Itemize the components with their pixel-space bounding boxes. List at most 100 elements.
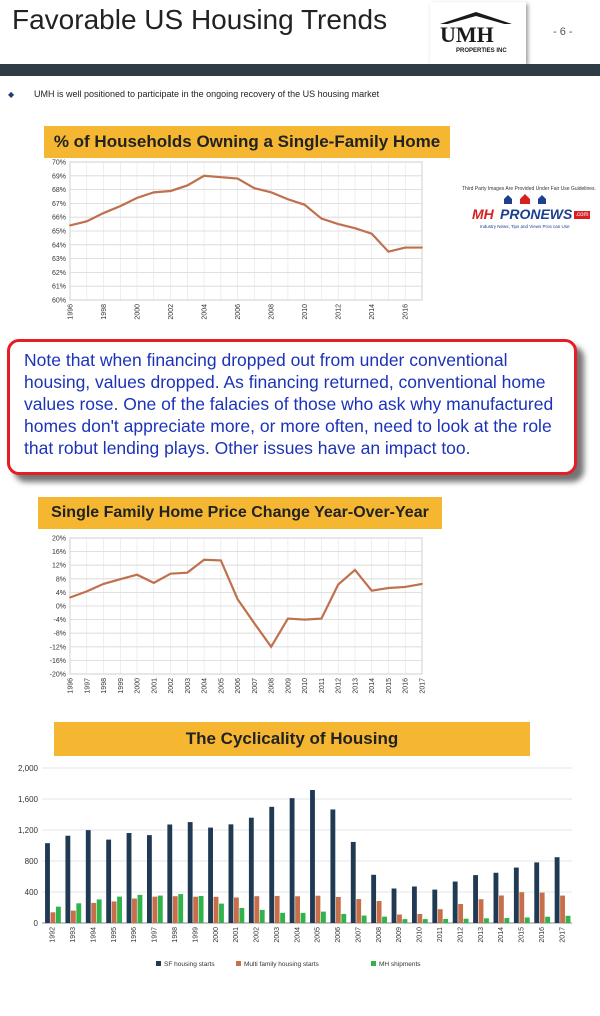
chart3-bar-sf: [65, 835, 71, 923]
umh-logo: UMH PROPERTIES INC: [430, 2, 526, 64]
chart2-y-tick-label: -20%: [50, 672, 66, 679]
chart3-x-tick-label: 1994: [90, 927, 97, 943]
chart2-point: [236, 598, 239, 601]
chart2-x-tick-label: 2016: [403, 678, 410, 694]
chart3-x-tick-label: 2015: [519, 927, 526, 943]
chart1-x-tick-label: 1998: [101, 304, 108, 320]
chart2-x-tick-label: 2003: [185, 678, 192, 694]
chart3-bar-mf: [478, 899, 484, 923]
chart2-point: [186, 571, 189, 574]
chart1-point: [354, 227, 356, 230]
chart3-bar-mf: [498, 895, 504, 923]
chart2-point: [152, 581, 155, 584]
bullet-icon: ◆: [8, 90, 15, 99]
chart2-point: [136, 573, 138, 576]
chart2-x-tick-label: 1997: [84, 678, 91, 694]
chart1-series-line: [69, 174, 422, 253]
chart2-x-tick-label: 2002: [168, 678, 175, 694]
chart2-point: [303, 618, 306, 621]
chart2-x-tick-label: 2013: [352, 678, 359, 694]
chart2-point: [337, 583, 340, 586]
chart1-x-tick-label: 2016: [403, 304, 410, 320]
mhpronews-watermark: Third Party Images Are Provided Under Fa…: [462, 186, 596, 246]
chart3-bar-mh: [96, 899, 102, 923]
chart3-bar-sf: [269, 806, 275, 923]
chart3-y-tick-label: 1,200: [18, 826, 39, 835]
chart2-point: [320, 617, 323, 620]
chart2-x-tick-label: 2012: [336, 678, 343, 694]
chart2-x-tick-label: 2009: [285, 678, 292, 694]
chart1-x-tick-label: 2012: [336, 304, 343, 320]
chart1-y-tick-label: 67%: [52, 201, 66, 208]
chart3-bar-mh: [524, 917, 530, 923]
chart3-bar-sf: [187, 822, 193, 923]
chart3-bar-mf: [295, 896, 300, 923]
chart3-bar-sf: [534, 862, 540, 923]
chart3-bar-sf: [513, 867, 519, 923]
chart3-bar-mf: [132, 898, 137, 923]
chart1-point: [370, 232, 373, 235]
chart3-y-tick-label: 0: [34, 919, 39, 928]
chart3-bar-sf: [432, 889, 438, 923]
chart1-plot: 70% 69% 68% 67% 66% 65% 64% 63% 62% 61% 60%1996 199…: [52, 160, 423, 320]
chart1-point: [253, 187, 256, 190]
chart1-x-tick-label: 2014: [369, 304, 376, 320]
chart3-bar-sf: [126, 833, 132, 923]
chart3-x-tick-label: 1999: [192, 927, 199, 943]
houses-icon: [504, 194, 546, 204]
chart2-y-tick-label: 12%: [52, 563, 66, 570]
chart3-x-tick-label: 2007: [355, 927, 362, 943]
chart1-x-tick-label: 2004: [202, 304, 209, 320]
chart3-bar-sf: [248, 817, 254, 923]
chart3-legend-label: Multi family housing starts: [244, 961, 320, 968]
chart3-bar-sf: [310, 790, 315, 923]
chart1-point: [102, 212, 105, 214]
chart3-bar-sf: [452, 881, 458, 923]
chart2-point: [287, 617, 289, 620]
chart3-bar-sf: [473, 875, 478, 923]
chart3-bar-mf: [193, 896, 199, 923]
chart3-bar-mh: [259, 909, 265, 923]
chart2-y-tick-label: 16%: [52, 549, 66, 556]
chart3-x-tick-label: 2012: [457, 927, 464, 943]
chart1-title: % of Households Owning a Single-Family H…: [44, 126, 450, 158]
chart3-bar-sf: [493, 872, 499, 923]
chart3-bar-mh: [198, 896, 204, 923]
chart2-y-tick-label: -16%: [50, 658, 66, 665]
chart1-y-tick-label: 63%: [52, 256, 66, 263]
chart3-bar-mh: [402, 919, 408, 923]
chart1-y-tick-label: 66%: [52, 215, 66, 222]
chart2-point: [119, 578, 122, 581]
chart1-point: [303, 203, 306, 206]
chart1-point: [69, 224, 71, 227]
chart3-bar-sf: [330, 809, 336, 923]
chart2-point: [219, 559, 222, 562]
chart3-y-tick-label: 400: [25, 888, 39, 897]
chart1-y-tick-label: 68%: [52, 187, 66, 194]
chart3-x-tick-label: 2005: [315, 927, 322, 943]
chart3-bar-sf: [289, 798, 295, 923]
chart3-bar-mh: [463, 918, 469, 923]
chart3-y-tick-label: 2,000: [18, 764, 39, 773]
fair-use-text: Third Party Images Are Provided Under Fa…: [462, 186, 596, 192]
chart3-bar-sf: [411, 886, 417, 923]
chart3-bar-mf: [91, 902, 97, 923]
chart3-legend-swatch: [156, 961, 161, 966]
chart2-point: [404, 586, 407, 588]
chart3-bar-sf: [85, 830, 91, 923]
chart3-bar-sf: [106, 839, 112, 923]
chart1-point: [219, 176, 222, 179]
chart2-y-tick-label: -12%: [50, 644, 66, 651]
chart1-point: [320, 217, 323, 220]
chart2-x-tick-label: 2008: [269, 678, 276, 694]
chart3-legend-swatch: [236, 961, 241, 966]
chart3-x-tick-label: 2017: [559, 927, 566, 943]
chart3-bar-sf: [350, 841, 356, 923]
chart3-bar-mf: [254, 896, 260, 923]
chart3-bar-mf: [315, 895, 321, 923]
chart3-bar-mh: [300, 912, 306, 923]
chart3-bar-mh: [341, 913, 347, 923]
chart3-bar-sf: [554, 857, 560, 923]
chart1-point: [421, 246, 423, 249]
chart2-x-tick-label: 2000: [135, 678, 142, 694]
